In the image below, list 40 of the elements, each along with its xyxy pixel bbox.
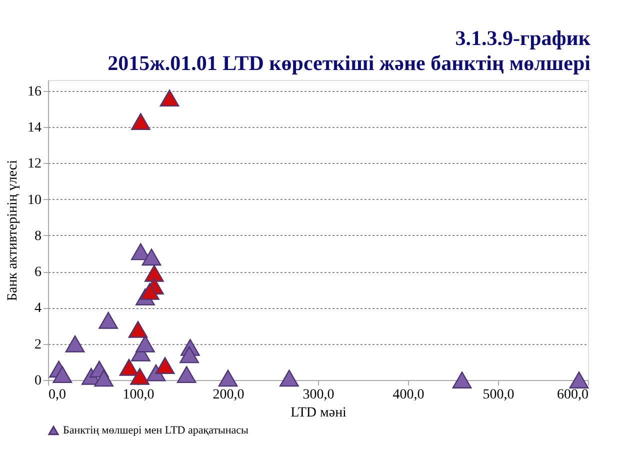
point [94,370,114,387]
y-tick-label: 8 [34,228,42,244]
point [569,372,589,388]
chart-subtitle: 2015ж.01.01 LTD көрсеткіші және банктің мөлшері [108,51,591,75]
y-tick-label: 6 [34,265,42,280]
y-tick-label: 16 [28,84,42,100]
point [218,370,238,387]
y-tick-label: 2 [34,337,42,352]
chart-title: 3.1.3.9-график [455,26,592,50]
x-tick-label: 0,0 [48,388,66,402]
x-tick-label: 400,0 [392,388,424,402]
point [280,370,299,387]
point [155,357,175,374]
point [160,90,180,107]
y-tick-label: 10 [28,192,42,208]
point [130,368,150,385]
y-tick-label: 12 [28,156,42,172]
point [176,366,196,384]
y-axis-title: Банк активтерінің үлесі [6,160,20,301]
point [140,282,160,300]
y-tick-label: 14 [28,120,42,136]
point [144,264,164,282]
y-tick-label: 0 [34,374,42,388]
x-tick-label: 600,0 [557,388,588,402]
point [65,335,85,352]
legend-label: Банктің мөлшері мен LTD арақатынасы [63,424,250,436]
x-tick-label: 500,0 [482,388,514,402]
point [52,366,72,384]
x-axis-title: LTD мәні [290,406,347,420]
point [452,372,472,388]
point [131,113,150,130]
x-tick-label: 200,0 [212,388,244,402]
point [180,346,199,364]
x-tick-label: 100,0 [122,388,154,402]
point [119,358,139,376]
x-tick-label: 300,0 [302,388,334,402]
point [98,312,118,329]
y-tick-label: 4 [34,301,42,316]
point [142,248,162,266]
point [128,320,148,338]
